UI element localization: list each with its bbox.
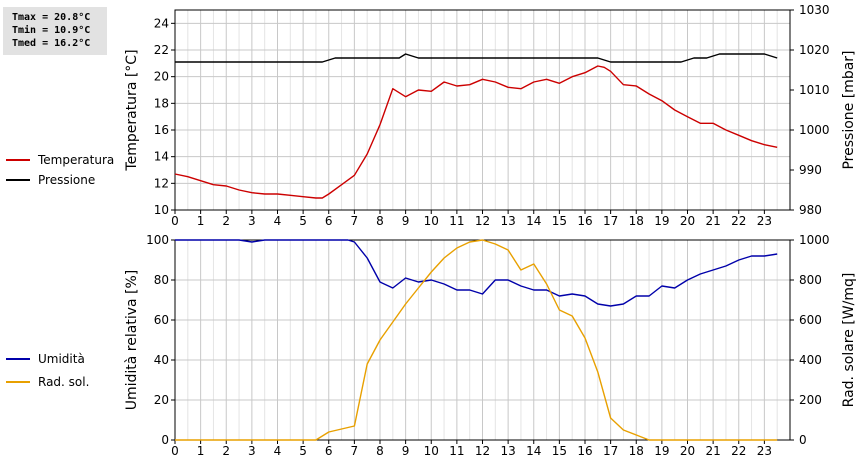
left-axis-title: Umidità relativa [%] [124,270,140,411]
series-line-rad-sol [175,239,778,441]
x-tick-label: 0 [171,444,179,458]
series-line-temperatura [174,65,778,199]
x-tick-label: 14 [526,444,541,458]
x-tick-label: 22 [731,444,746,458]
x-tick-label: 23 [757,444,772,458]
left-tick-label: 40 [154,353,169,367]
x-tick-label: 16 [577,214,592,228]
right-tick-label: 0 [799,433,807,447]
x-tick-label: 6 [325,444,333,458]
x-tick-label: 15 [552,444,567,458]
right-tick-label: 990 [799,163,822,177]
right-axis-title: Pressione [mbar] [841,50,857,169]
x-tick-label: 18 [629,444,644,458]
x-tick-label: 20 [680,214,695,228]
x-tick-label: 12 [475,214,490,228]
x-tick-label: 21 [705,214,720,228]
right-tick-label: 1000 [799,233,830,247]
left-tick-label: 24 [154,16,169,30]
right-tick-label: 1020 [799,43,830,57]
left-tick-label: 22 [154,43,169,57]
x-tick-label: 2 [222,214,230,228]
legend-label: Umidità [38,352,85,366]
x-tick-label: 1 [197,444,205,458]
x-tick-label: 19 [654,214,669,228]
x-tick-label: 9 [402,444,410,458]
right-tick-label: 200 [799,393,822,407]
left-tick-label: 80 [154,273,169,287]
x-tick-label: 8 [376,214,384,228]
x-tick-label: 15 [552,214,567,228]
right-tick-label: 1030 [799,3,830,17]
legend-label: Rad. sol. [38,375,89,389]
tmed-stat: Tmed = 16.2°C [12,38,91,49]
x-tick-label: 10 [424,444,439,458]
left-tick-label: 10 [154,203,169,217]
left-tick-label: 16 [154,123,169,137]
x-tick-label: 21 [705,444,720,458]
x-tick-label: 20 [680,444,695,458]
x-tick-label: 6 [325,214,333,228]
tmax-stat: Tmax = 20.8°C [12,12,91,23]
left-tick-label: 60 [154,313,169,327]
left-tick-label: 14 [154,150,169,164]
x-tick-label: 4 [274,444,282,458]
series-line-umidit [175,239,778,307]
right-tick-label: 1010 [799,83,830,97]
series-line-pressione [175,53,778,63]
left-tick-label: 18 [154,96,169,110]
x-tick-label: 4 [274,214,282,228]
stats-box: Tmax = 20.8°C Tmin = 10.9°C Tmed = 16.2°… [3,7,107,55]
right-tick-label: 800 [799,273,822,287]
x-tick-label: 16 [577,444,592,458]
x-tick-label: 18 [629,214,644,228]
x-tick-label: 2 [222,444,230,458]
chart-panel-2: 0 1 2 3 4 5 6 7 8 9 10 11 12 13 14 15 16 17 18 19 20 21 22 2302… [6,233,857,458]
legend-label: Temperatura [37,153,114,167]
x-tick-label: 7 [351,214,359,228]
x-tick-label: 12 [475,444,490,458]
x-tick-label: 11 [449,214,464,228]
plot-frame [174,9,791,211]
x-tick-label: 9 [402,214,410,228]
x-tick-label: 14 [526,214,541,228]
left-tick-label: 20 [154,70,169,84]
left-axis-title: Temperatura [°C] [124,49,140,171]
x-tick-label: 10 [424,214,439,228]
left-tick-label: 100 [146,233,169,247]
left-tick-label: 20 [154,393,169,407]
x-tick-label: 22 [731,214,746,228]
x-tick-label: 11 [449,444,464,458]
right-tick-label: 400 [799,353,822,367]
x-tick-label: 0 [171,214,179,228]
right-tick-label: 1000 [799,123,830,137]
x-tick-label: 13 [500,214,515,228]
x-tick-label: 17 [603,444,618,458]
right-axis-title: Rad. solare [W/mq] [841,273,857,408]
x-tick-label: 5 [299,214,307,228]
x-tick-label: 7 [351,444,359,458]
tmin-stat: Tmin = 10.9°C [12,25,91,36]
chart-panel-1: 0 1 2 3 4 5 6 7 8 9 10 11 12 13 14 15 16 17 18 19 20 21 22 2310… [6,3,857,228]
x-tick-label: 5 [299,444,307,458]
x-tick-label: 1 [197,214,205,228]
x-tick-label: 23 [757,214,772,228]
x-tick-label: 19 [654,444,669,458]
x-tick-label: 13 [500,444,515,458]
x-tick-label: 3 [248,444,256,458]
x-tick-label: 3 [248,214,256,228]
left-tick-label: 12 [154,176,169,190]
left-tick-label: 0 [161,433,169,447]
legend-label: Pressione [38,173,95,187]
right-tick-label: 980 [799,203,822,217]
x-tick-label: 17 [603,214,618,228]
x-tick-label: 8 [376,444,384,458]
right-tick-label: 600 [799,313,822,327]
